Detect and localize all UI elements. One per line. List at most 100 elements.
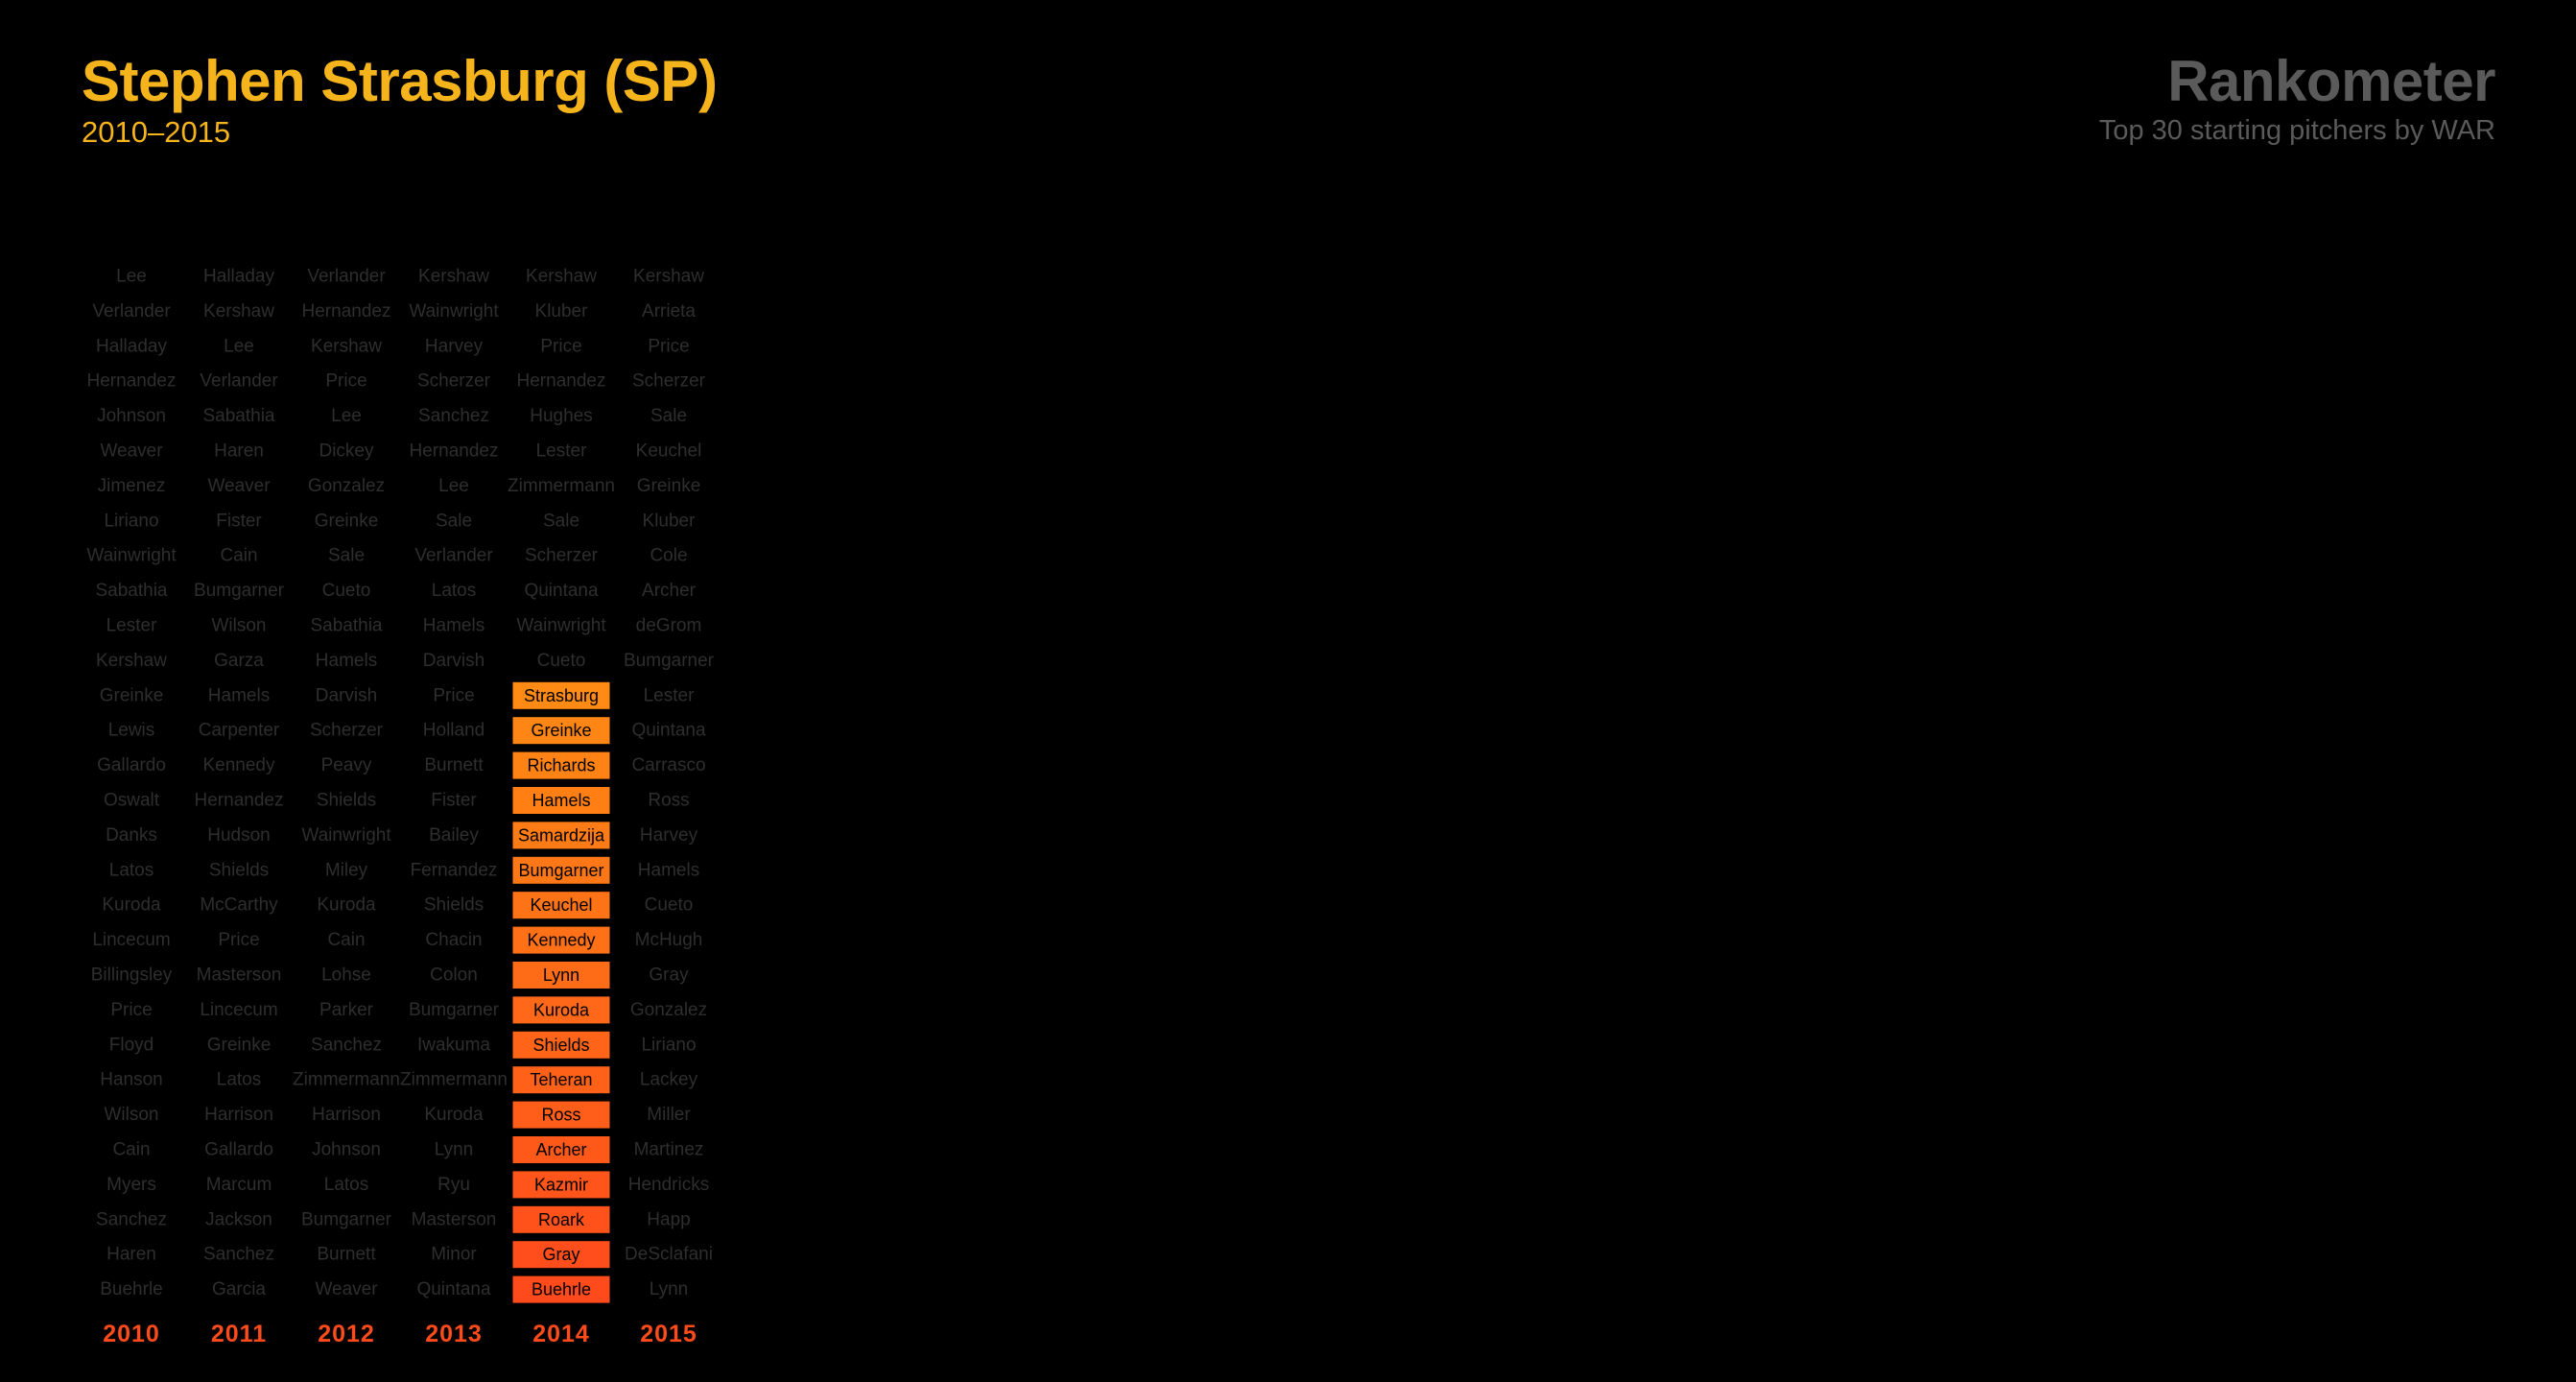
pitcher-name: Cueto [537, 651, 586, 671]
pitcher-name: Kershaw [96, 651, 167, 671]
pitcher-name: Kershaw [311, 336, 382, 356]
pitcher-name: Sanchez [311, 1035, 382, 1055]
pitcher-name: Holland [423, 721, 484, 741]
year-column-2015: Kershaw Arrieta Price Scherzer Sale Keuchel Gr… [624, 267, 715, 1300]
pitcher-name: Verlander [92, 301, 171, 322]
pitcher-name: Quintana [631, 721, 706, 741]
pitcher-name: Shields [424, 895, 484, 916]
highlight-box [512, 1241, 610, 1269]
pitcher-name: Archer [642, 581, 697, 601]
pitcher-name: Hendricks [628, 1175, 709, 1195]
pitcher-name: Ross [648, 791, 689, 811]
pitcher-name: Jimenez [98, 476, 166, 496]
highlighted-pitcher-name: Roark [538, 1210, 585, 1229]
pitcher-name: Liriano [641, 1035, 696, 1055]
highlighted-pitcher-name: Kuroda [533, 1000, 590, 1019]
year-label: 2013 [425, 1321, 483, 1347]
pitcher-name: Wainwright [409, 301, 499, 322]
pitcher-name: Bumgarner [624, 651, 715, 671]
pitcher-name: Wainwright [301, 825, 391, 846]
pitcher-name: Masterson [197, 965, 282, 986]
pitcher-name: Colon [430, 965, 478, 986]
highlight-box [512, 1275, 610, 1303]
pitcher-name: Price [648, 336, 689, 356]
pitcher-name: Darvish [316, 685, 377, 705]
pitcher-name: Kuroda [424, 1105, 484, 1125]
pitcher-name: Masterson [412, 1209, 497, 1229]
pitcher-name: Weaver [100, 441, 163, 462]
pitcher-name: McCarthy [200, 895, 278, 916]
pitcher-name: Kershaw [418, 267, 489, 287]
pitcher-name: Gonzalez [630, 1000, 707, 1020]
pitcher-name: Sabathia [95, 581, 167, 601]
pitcher-name: Hernandez [302, 301, 391, 322]
pitcher-name: Haren [214, 441, 264, 462]
pitcher-name: Zimmermann [293, 1070, 400, 1090]
pitcher-name: Verlander [414, 546, 493, 566]
year-column-2012: Verlander Hernandez Kershaw Price Lee Dickey G… [293, 267, 400, 1300]
year-column-2011: Halladay Kershaw Lee Verlander Sabathia Haren… [194, 267, 285, 1300]
pitcher-name: Miller [647, 1105, 691, 1125]
highlighted-pitcher-name: Teheran [530, 1070, 592, 1089]
highlight-box [512, 787, 610, 814]
pitcher-name: Scherzer [310, 721, 384, 741]
pitcher-name: Kennedy [202, 755, 275, 775]
brand-name: Rankometer [2167, 49, 2495, 113]
pitcher-name: Scherzer [632, 371, 706, 392]
pitcher-name: Garcia [212, 1279, 266, 1299]
pitcher-name: Kuroda [317, 895, 376, 916]
pitcher-name: Wilson [104, 1105, 158, 1125]
pitcher-name: Keuchel [636, 441, 702, 462]
highlighted-pitcher-name: Greinke [531, 721, 591, 740]
pitcher-name: Zimmermann [508, 476, 615, 496]
pitcher-name: Chacin [425, 930, 482, 950]
highlighted-pitcher-name: Keuchel [530, 895, 592, 915]
pitcher-name: Billingsley [91, 965, 173, 986]
pitcher-name: Burnett [317, 1245, 376, 1265]
highlighted-pitcher-name: Hamels [532, 791, 590, 810]
pitcher-name: Hernandez [195, 791, 284, 811]
pitcher-name: Cain [220, 546, 257, 566]
pitcher-name: Sale [436, 511, 472, 531]
pitcher-name: Johnson [97, 406, 166, 426]
pitcher-name: Bumgarner [194, 581, 285, 601]
pitcher-name: Latos [324, 1175, 368, 1195]
highlight-box [512, 681, 610, 709]
pitcher-name: Greinke [637, 476, 701, 496]
pitcher-name: Halladay [203, 267, 274, 287]
highlight-box [512, 1136, 610, 1163]
pitcher-name: Cain [327, 930, 365, 950]
pitcher-name: Price [110, 1000, 152, 1020]
pitcher-name: Halladay [96, 336, 167, 356]
pitcher-name: Price [433, 685, 474, 705]
pitcher-name: Hamels [423, 616, 484, 636]
highlight-box [512, 1066, 610, 1094]
pitcher-name: Harvey [640, 825, 698, 846]
highlight-box [512, 996, 610, 1024]
pitcher-name: Dickey [319, 441, 374, 462]
pitcher-name: Greinke [100, 685, 164, 705]
pitcher-name: Harrison [312, 1105, 381, 1125]
highlight-box [512, 1101, 610, 1129]
pitcher-name: Minor [431, 1245, 477, 1265]
pitcher-name: DeSclafani [625, 1245, 713, 1265]
pitcher-name: Lackey [640, 1070, 698, 1090]
pitcher-name: Sabathia [310, 616, 382, 636]
highlighted-pitcher-name: Archer [535, 1140, 586, 1159]
pitcher-name: Iwakuma [417, 1035, 490, 1055]
year-label: 2011 [211, 1321, 267, 1347]
pitcher-name: Martinez [634, 1140, 704, 1160]
pitcher-name: Myers [106, 1175, 156, 1195]
pitcher-name: Lester [106, 616, 157, 636]
pitcher-name: Hernandez [87, 371, 177, 392]
brand-tagline: Top 30 starting pitchers by WAR [2098, 115, 2495, 146]
pitcher-name: Latos [217, 1070, 261, 1090]
highlighted-pitcher-name: Samardzija [518, 825, 605, 845]
page-title: Stephen Strasburg (SP) [82, 49, 718, 113]
pitcher-name: Latos [109, 860, 154, 880]
pitcher-name: Shields [317, 791, 376, 811]
pitcher-name: Carpenter [199, 721, 280, 741]
pitcher-name: Liriano [104, 511, 158, 531]
highlighted-pitcher-name: Strasburg [524, 686, 599, 705]
